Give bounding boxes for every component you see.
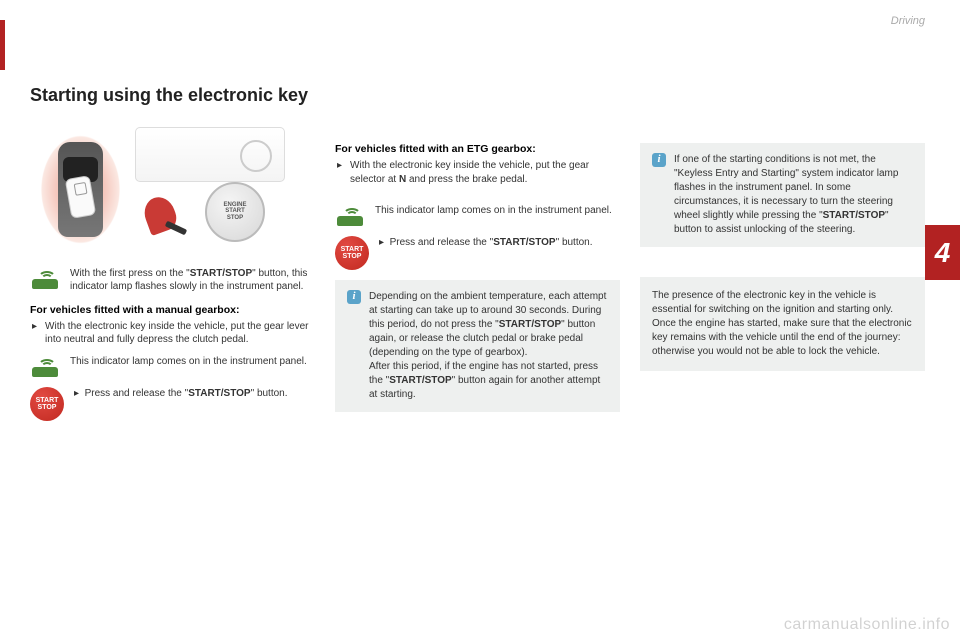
first-press-text: With the first press on the "START/STOP"… (70, 267, 315, 294)
info-temperature-text: Depending on the ambient temperature, ea… (369, 290, 608, 402)
section-label: Driving (891, 15, 925, 27)
manual-bullet-text: With the electronic key inside the vehic… (45, 320, 315, 347)
info-box-temperature: i Depending on the ambient temperature, … (335, 280, 620, 412)
chapter-number: 4 (925, 225, 960, 280)
illustration: ENGINE START STOP (30, 122, 290, 252)
first-press-note: With the first press on the "START/STOP"… (30, 267, 315, 294)
press-release-text-1: ▸ Press and release the "START/STOP" but… (74, 387, 315, 401)
dash-panel-illus (135, 127, 285, 182)
key-signal-icon (30, 355, 60, 377)
press-release-2: START STOP ▸ Press and release the "STAR… (335, 236, 620, 270)
key-signal-icon (335, 204, 365, 226)
manual-gearbox-heading: For vehicles fitted with a manual gearbo… (30, 304, 315, 316)
accent-tab (0, 20, 5, 70)
etg-bullet-text: With the electronic key inside the vehic… (350, 159, 620, 186)
info-icon: i (652, 153, 666, 167)
info-box-conditions: i If one of the starting conditions is n… (640, 143, 925, 247)
engine-btn-line3: STOP (227, 215, 243, 222)
lamp-on-note-2: This indicator lamp comes on in the inst… (335, 204, 620, 226)
column-2: For vehicles fitted with an ETG gearbox:… (335, 85, 620, 620)
etg-gearbox-heading: For vehicles fitted with an ETG gearbox: (335, 143, 620, 155)
lamp-on-note-1: This indicator lamp comes on in the inst… (30, 355, 315, 377)
etg-bullet: ▸ With the electronic key inside the veh… (335, 159, 620, 186)
page-title: Starting using the electronic key (30, 85, 315, 107)
press-release-text-2: ▸ Press and release the "START/STOP" but… (379, 236, 620, 250)
info-icon: i (347, 290, 361, 304)
page-content: Starting using the electronic key ENGINE… (30, 85, 925, 620)
press-release-1: START STOP ▸ Press and release the "STAR… (30, 387, 315, 421)
watermark: carmanualsonline.info (784, 616, 950, 634)
column-3: i If one of the starting conditions is n… (640, 85, 925, 620)
start-stop-icon: START STOP (335, 236, 369, 270)
lamp-on-text-1: This indicator lamp comes on in the inst… (70, 355, 315, 369)
bullet-icon: ▸ (32, 320, 37, 347)
info-conditions-text: If one of the starting conditions is not… (674, 153, 913, 237)
info-key-presence-text: The presence of the electronic key in th… (652, 289, 913, 359)
bullet-icon: ▸ (337, 159, 342, 186)
lamp-on-text-2: This indicator lamp comes on in the inst… (375, 204, 620, 218)
column-1: Starting using the electronic key ENGINE… (30, 85, 315, 620)
engine-start-stop-illus: ENGINE START STOP (205, 182, 265, 242)
key-signal-icon (30, 267, 60, 289)
engine-btn-line2: START (225, 208, 245, 215)
foot-press-illus (145, 197, 195, 247)
info-box-key-presence: The presence of the electronic key in th… (640, 277, 925, 371)
manual-gearbox-bullet: ▸ With the electronic key inside the veh… (30, 320, 315, 347)
engine-btn-line1: ENGINE (223, 202, 246, 209)
start-stop-icon: START STOP (30, 387, 64, 421)
